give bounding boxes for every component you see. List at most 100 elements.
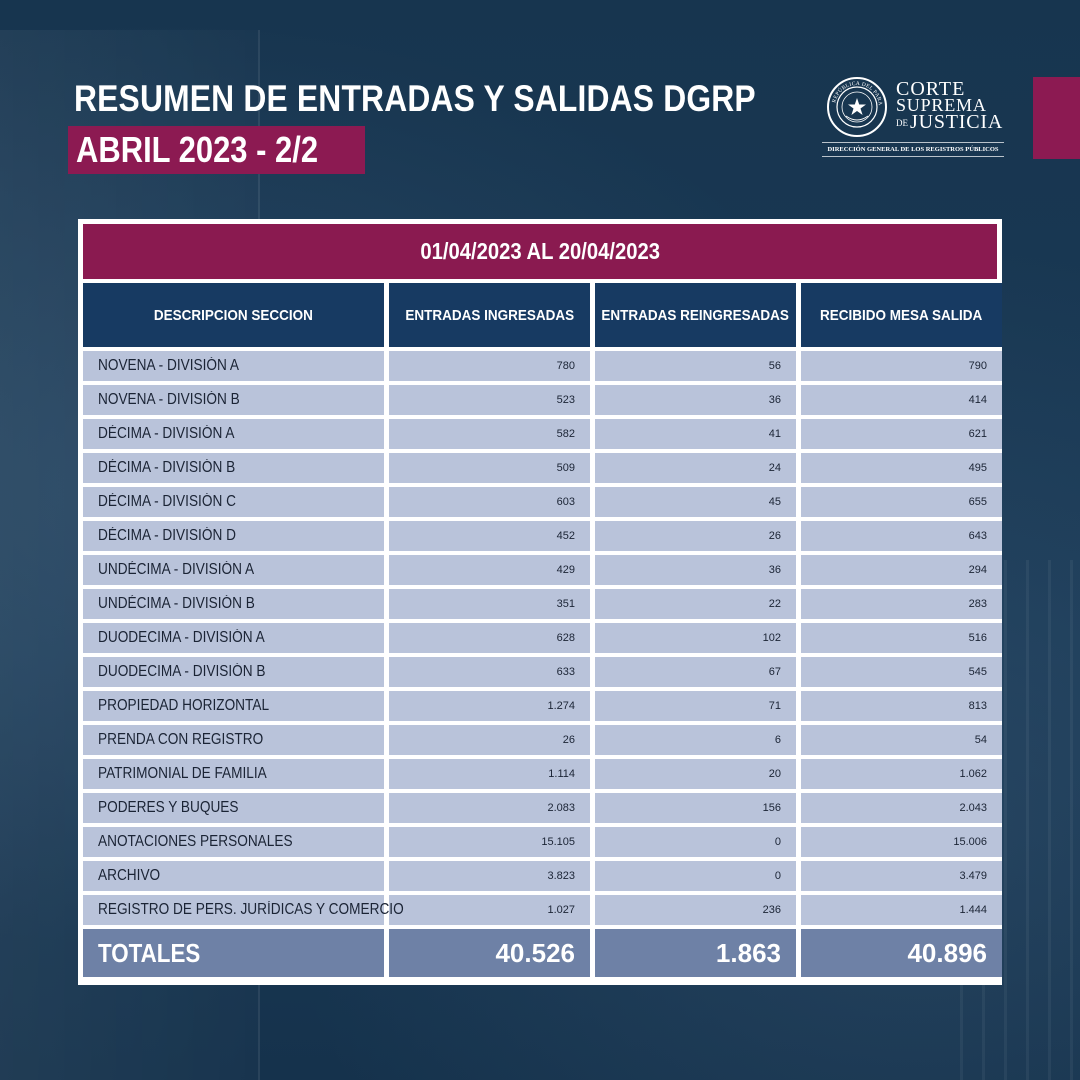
cell-entradas-ingresadas: 633 <box>389 657 590 687</box>
accent-tab <box>1033 77 1080 159</box>
row-label: DÉCIMA - DIVISIÓN C <box>83 487 384 517</box>
logo-word-suprema: SUPREMA <box>896 95 987 115</box>
row-label: DÉCIMA - DIVISIÓN A <box>83 419 384 449</box>
row-label-text: ANOTACIONES PERSONALES <box>98 833 293 850</box>
total-entradas-ingresadas: 40.526 <box>389 929 590 977</box>
cell-entradas-reingresadas: 24 <box>595 453 796 483</box>
cell-entradas-reingresadas: 156 <box>595 793 796 823</box>
logo-divider-top <box>822 142 1004 143</box>
table-row: NOVENA - DIVISIÓN B 523 36 414 <box>83 385 1002 415</box>
cell-entradas-ingresadas: 1.027 <box>389 895 590 925</box>
cell-entradas-reingresadas: 236 <box>595 895 796 925</box>
row-label-text: DUODECIMA - DIVISIÓN B <box>98 663 266 680</box>
cell-recibido-mesa-salida: 790 <box>801 351 1002 381</box>
row-label-text: REGISTRO DE PERS. JURÍDICAS Y COMERCIO <box>98 901 404 918</box>
cell-recibido-mesa-salida: 3.479 <box>801 861 1002 891</box>
cell-entradas-reingresadas: 36 <box>595 555 796 585</box>
page-title: RESUMEN DE ENTRADAS Y SALIDAS DGRP <box>74 78 756 119</box>
summary-table: 01/04/2023 AL 20/04/2023 DESCRIPCION SEC… <box>78 219 1002 985</box>
row-label: PATRIMONIAL DE FAMILIA <box>83 759 384 789</box>
row-label-text: DUODECIMA - DIVISIÓN A <box>98 629 265 646</box>
cell-entradas-reingresadas: 22 <box>595 589 796 619</box>
cell-recibido-mesa-salida: 813 <box>801 691 1002 721</box>
table-row: PATRIMONIAL DE FAMILIA 1.114 20 1.062 <box>83 759 1002 789</box>
logo-word-de: DE <box>896 118 908 128</box>
logo-word-corte: CORTE <box>896 78 966 100</box>
logo-divider-bottom <box>822 156 1004 157</box>
row-label: NOVENA - DIVISIÓN A <box>83 351 384 381</box>
cell-entradas-ingresadas: 429 <box>389 555 590 585</box>
row-label: PODERES Y BUQUES <box>83 793 384 823</box>
cell-entradas-reingresadas: 0 <box>595 827 796 857</box>
table-row: PROPIEDAD HORIZONTAL 1.274 71 813 <box>83 691 1002 721</box>
cell-entradas-ingresadas: 26 <box>389 725 590 755</box>
table-row: DUODECIMA - DIVISIÓN B 633 67 545 <box>83 657 1002 687</box>
table-header-row: DESCRIPCION SECCION ENTRADAS INGRESADAS … <box>83 283 1002 347</box>
table-row: PRENDA CON REGISTRO 26 6 54 <box>83 725 1002 755</box>
table-row: ANOTACIONES PERSONALES 15.105 0 15.006 <box>83 827 1002 857</box>
table-row: DÉCIMA - DIVISIÓN A 582 41 621 <box>83 419 1002 449</box>
seal-icon: REPÚBLICA DEL PARAGUAY <box>826 76 887 137</box>
column-header-text: RECIBIDO MESA SALIDA <box>820 306 983 324</box>
cell-entradas-reingresadas: 26 <box>595 521 796 551</box>
table-body: NOVENA - DIVISIÓN A 780 56 790 NOVENA - DIV… <box>83 351 1002 925</box>
column-header-text: ENTRADAS REINGRESADAS <box>601 306 790 324</box>
svg-text:REPÚBLICA DEL PARAGUAY: REPÚBLICA DEL PARAGUAY <box>826 76 883 106</box>
cell-entradas-ingresadas: 3.823 <box>389 861 590 891</box>
cell-recibido-mesa-salida: 283 <box>801 589 1002 619</box>
cell-entradas-ingresadas: 15.105 <box>389 827 590 857</box>
page-subtitle-text: ABRIL 2023 - 2/2 <box>76 129 319 170</box>
cell-entradas-reingresadas: 36 <box>595 385 796 415</box>
row-label: NOVENA - DIVISIÓN B <box>83 385 384 415</box>
row-label-text: ARCHIVO <box>98 867 161 884</box>
row-label: DUODECIMA - DIVISIÓN B <box>83 657 384 687</box>
cell-entradas-reingresadas: 56 <box>595 351 796 381</box>
row-label-text: DÉCIMA - DIVISIÓN A <box>98 425 235 442</box>
column-header-text: DESCRIPCION SECCION <box>153 306 314 324</box>
table-row: DÉCIMA - DIVISIÓN B 509 24 495 <box>83 453 1002 483</box>
table-row: ARCHIVO 3.823 0 3.479 <box>83 861 1002 891</box>
row-label: DÉCIMA - DIVISIÓN B <box>83 453 384 483</box>
page-subtitle: ABRIL 2023 - 2/2 <box>68 126 366 174</box>
cell-recibido-mesa-salida: 294 <box>801 555 1002 585</box>
table-row: REGISTRO DE PERS. JURÍDICAS Y COMERCIO 1.… <box>83 895 1002 925</box>
total-entradas-reingresadas: 1.863 <box>595 929 796 977</box>
row-label: ANOTACIONES PERSONALES <box>83 827 384 857</box>
cell-entradas-reingresadas: 71 <box>595 691 796 721</box>
table-row: UNDÉCIMA - DIVISIÓN A 429 36 294 <box>83 555 1002 585</box>
cell-entradas-ingresadas: 1.274 <box>389 691 590 721</box>
row-label-text: DÉCIMA - DIVISIÓN D <box>98 527 236 544</box>
row-label-text: PATRIMONIAL DE FAMILIA <box>98 765 267 782</box>
row-label-text: UNDÉCIMA - DIVISIÓN A <box>98 561 255 578</box>
table-row: PODERES Y BUQUES 2.083 156 2.043 <box>83 793 1002 823</box>
row-label-text: PODERES Y BUQUES <box>98 799 239 816</box>
cell-entradas-ingresadas: 351 <box>389 589 590 619</box>
cell-entradas-ingresadas: 628 <box>389 623 590 653</box>
column-header-entradas-reingresadas: ENTRADAS REINGRESADAS <box>595 283 796 347</box>
row-label-text: NOVENA - DIVISIÓN A <box>98 357 239 374</box>
table-row: UNDÉCIMA - DIVISIÓN B 351 22 283 <box>83 589 1002 619</box>
cell-entradas-reingresadas: 41 <box>595 419 796 449</box>
period-text: 01/04/2023 AL 20/04/2023 <box>420 238 660 264</box>
cell-recibido-mesa-salida: 655 <box>801 487 1002 517</box>
cell-entradas-ingresadas: 780 <box>389 351 590 381</box>
table-row: DUODECIMA - DIVISIÓN A 628 102 516 <box>83 623 1002 653</box>
column-header-text: ENTRADAS INGRESADAS <box>405 306 574 324</box>
cell-entradas-reingresadas: 20 <box>595 759 796 789</box>
row-label-text: UNDÉCIMA - DIVISIÓN B <box>98 595 255 612</box>
row-label: UNDÉCIMA - DIVISIÓN B <box>83 589 384 619</box>
totals-label-text: TOTALES <box>98 937 201 968</box>
cell-recibido-mesa-salida: 516 <box>801 623 1002 653</box>
column-header-descripcion: DESCRIPCION SECCION <box>83 283 384 347</box>
cell-recibido-mesa-salida: 495 <box>801 453 1002 483</box>
cell-recibido-mesa-salida: 2.043 <box>801 793 1002 823</box>
cell-entradas-ingresadas: 603 <box>389 487 590 517</box>
total-recibido-mesa-salida: 40.896 <box>801 929 1002 977</box>
row-label-text: DÉCIMA - DIVISIÓN B <box>98 459 236 476</box>
totals-row: TOTALES 40.526 1.863 40.896 <box>83 929 1002 977</box>
cell-entradas-ingresadas: 582 <box>389 419 590 449</box>
seal-text: REPÚBLICA DEL PARAGUAY <box>826 76 883 106</box>
cell-entradas-ingresadas: 2.083 <box>389 793 590 823</box>
period-header: 01/04/2023 AL 20/04/2023 <box>83 224 997 279</box>
row-label-text: NOVENA - DIVISIÓN B <box>98 391 240 408</box>
